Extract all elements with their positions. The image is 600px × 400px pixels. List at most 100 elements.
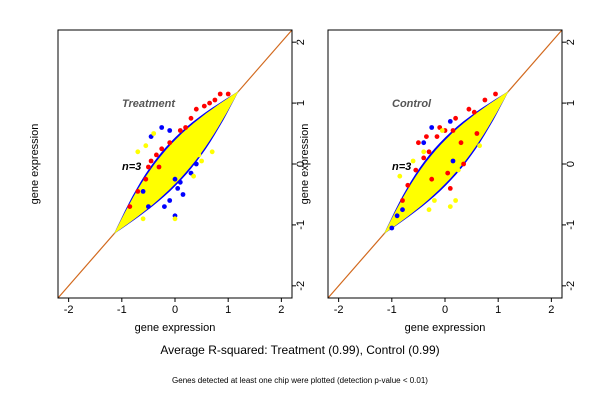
treatment-yellow-point	[151, 131, 157, 136]
control-title: Control	[392, 98, 432, 110]
control-red-point	[461, 161, 466, 167]
treatment-x-tick-label: 1	[225, 304, 231, 316]
treatment-panel: -2 -1 0 1 2 -2 -1 0 1 2 Treatment n=3 gene expres…	[29, 29, 307, 334]
treatment-yellow-point	[191, 173, 197, 179]
treatment-red-point	[183, 125, 189, 130]
control-blue-point	[394, 213, 400, 219]
control-yellow-point	[439, 128, 445, 133]
treatment-yellow-point	[199, 158, 205, 164]
control-red-point	[405, 182, 411, 188]
treatment-red-point	[193, 106, 199, 112]
treatment-blue-point	[159, 125, 165, 130]
treatment-x-tick-label: -1	[117, 304, 127, 316]
treatment-yellow-point	[172, 216, 178, 222]
treatment-red-point	[146, 164, 151, 170]
control-panel: -2 -1 0 1 2 -2 -1 0 1 2 Control n=3 gene expressi…	[299, 29, 577, 334]
treatment-blue-point	[175, 186, 181, 191]
treatment-red-point	[217, 91, 223, 97]
treatment-red-point	[207, 100, 213, 106]
control-x-tick-label: 0	[442, 304, 448, 316]
treatment-x-tick-label: 2	[278, 304, 284, 316]
treatment-blue-point	[167, 198, 173, 203]
detection-footnote: Genes detected at least one chip were pl…	[172, 376, 428, 385]
control-tick-marks: -2 -1 0 1 2 -2 -1 0 1 2	[334, 39, 577, 316]
control-y-tick-label: -2	[565, 281, 577, 291]
control-n-annotation: n=3	[392, 161, 411, 173]
control-ylabel: gene expression	[299, 124, 311, 205]
control-y-tick-label: -1	[565, 220, 577, 230]
control-red-point	[482, 97, 488, 103]
control-blue-point	[421, 140, 427, 146]
control-red-point	[413, 167, 419, 173]
control-y-tick-label: 1	[565, 100, 577, 106]
treatment-x-tick-label: -2	[64, 304, 74, 316]
control-red-point	[416, 140, 421, 146]
treatment-yellow-point	[143, 143, 149, 149]
control-red-point	[426, 149, 432, 155]
treatment-blue-point	[167, 128, 173, 133]
control-blue-point	[429, 125, 435, 130]
treatment-y-tick-label: -1	[295, 220, 307, 230]
treatment-gene-cloud	[113, 90, 239, 235]
control-yellow-point	[426, 207, 432, 213]
treatment-yellow-point	[140, 216, 146, 222]
treatment-blue-point	[180, 192, 186, 197]
treatment-blue-point	[177, 179, 183, 185]
treatment-y-tick-label: -2	[295, 281, 307, 291]
treatment-title: Treatment	[122, 98, 176, 110]
control-x-tick-label: 1	[495, 304, 501, 316]
treatment-y-tick-label: 2	[295, 39, 307, 45]
control-red-point	[466, 106, 472, 112]
treatment-red-point	[201, 103, 207, 109]
control-blue-point	[389, 225, 395, 231]
control-red-point	[474, 131, 480, 136]
control-red-point	[447, 186, 453, 191]
treatment-y-tick-label: 1	[295, 100, 307, 106]
control-red-point	[434, 134, 440, 140]
control-gene-cloud	[383, 90, 509, 235]
control-x-tick-label: -2	[334, 304, 344, 316]
treatment-red-point	[148, 158, 154, 164]
control-blue-point	[450, 158, 456, 164]
control-yellow-point	[410, 158, 416, 164]
treatment-red-point	[177, 128, 183, 133]
control-yellow-point	[432, 198, 437, 203]
treatment-red-point	[159, 146, 165, 152]
treatment-red-point	[127, 204, 133, 210]
treatment-tick-marks: -2 -1 0 1 2 -2 -1 0 1 2	[64, 39, 307, 316]
control-data-marks	[328, 30, 562, 298]
treatment-red-point	[188, 115, 194, 121]
treatment-n-annotation: n=3	[122, 161, 141, 173]
treatment-red-point	[167, 140, 173, 146]
control-yellow-point	[447, 204, 453, 210]
treatment-ylabel: gene expression	[29, 124, 41, 205]
control-yellow-point	[463, 122, 469, 127]
treatment-red-point	[225, 91, 231, 97]
control-red-point	[453, 115, 458, 121]
treatment-yellow-point	[209, 149, 215, 155]
treatment-blue-point	[140, 189, 146, 194]
control-yellow-point	[455, 167, 461, 173]
control-red-point	[471, 109, 477, 115]
control-red-point	[450, 128, 456, 133]
treatment-red-point	[135, 189, 141, 194]
treatment-blue-point	[146, 204, 151, 210]
control-yellow-point	[397, 173, 403, 179]
control-red-point	[424, 134, 429, 140]
treatment-red-point	[143, 176, 149, 182]
control-red-point	[493, 91, 498, 97]
control-yellow-point	[477, 143, 482, 149]
control-x-tick-label: -1	[387, 304, 397, 316]
treatment-xlabel: gene expression	[135, 322, 216, 334]
control-red-point	[445, 170, 451, 176]
control-y-tick-label: 2	[565, 39, 577, 45]
treatment-red-point	[154, 152, 159, 158]
treatment-red-point	[212, 97, 218, 103]
control-red-point	[400, 198, 405, 203]
treatment-blue-point	[172, 176, 178, 182]
r-squared-caption: Average R-squared: Treatment (0.99), Con…	[160, 343, 440, 357]
control-blue-point	[447, 119, 453, 124]
control-red-point	[429, 176, 435, 182]
treatment-yellow-point	[135, 149, 141, 155]
